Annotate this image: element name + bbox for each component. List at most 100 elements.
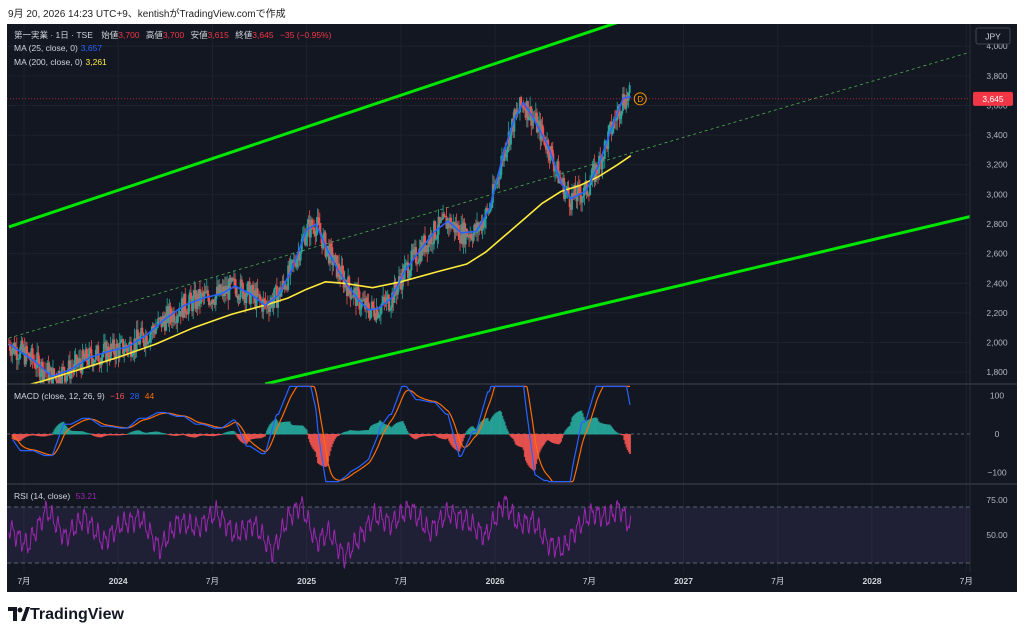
- candle-body: [245, 295, 248, 303]
- currency-badge[interactable]: [975, 27, 1011, 45]
- candle-body: [452, 221, 455, 226]
- macd-histogram-bar: [220, 434, 223, 435]
- macd-histogram-bar: [27, 434, 30, 437]
- macd-histogram-bar: [597, 421, 600, 435]
- macd-histogram-bar: [145, 432, 148, 435]
- candle-body: [250, 285, 253, 293]
- candle-body: [219, 284, 222, 295]
- macd-histogram-bar: [18, 434, 21, 442]
- time-tick-label: 2028: [863, 576, 882, 586]
- candle-body: [283, 284, 286, 290]
- candle-body: [628, 85, 631, 94]
- macd-histogram-bar: [526, 434, 529, 464]
- macd-histogram-bar: [43, 434, 46, 437]
- candle-body: [73, 360, 76, 370]
- change-value: −35 (−0.95%): [279, 30, 332, 40]
- macd-histogram-bar: [293, 425, 296, 435]
- candle-body: [103, 342, 106, 344]
- macd-histogram-bar: [97, 434, 100, 438]
- candle-body: [400, 281, 403, 290]
- macd-histogram-bar: [545, 434, 548, 442]
- macd-histogram-bar: [502, 419, 505, 435]
- macd-histogram-bar: [159, 432, 162, 435]
- candle-body: [388, 309, 391, 311]
- macd-histogram-bar: [553, 434, 556, 444]
- candle-body: [304, 233, 307, 246]
- candle-body: [580, 195, 583, 203]
- macd-histogram-bar: [44, 434, 47, 437]
- macd-histogram-bar: [622, 434, 625, 436]
- macd-histogram-bar: [141, 432, 144, 435]
- macd-histogram-bar: [500, 411, 503, 435]
- macd-histogram-bar: [205, 434, 208, 436]
- macd-histogram-bar: [402, 423, 405, 435]
- candle-body: [391, 292, 394, 308]
- candle-body: [176, 316, 179, 323]
- macd-histogram-bar: [371, 425, 374, 435]
- chart-area[interactable]: D 4,0003,8003,6003,4003,2003,0002,8002,6…: [7, 24, 1017, 592]
- macd-histogram-bar: [147, 432, 150, 435]
- macd-histogram-bar: [387, 425, 390, 435]
- candle-body: [15, 347, 18, 360]
- macd-histogram-bar: [148, 432, 151, 435]
- macd-histogram-bar: [164, 433, 167, 435]
- macd-histogram-bar: [194, 434, 197, 438]
- macd-histogram-bar: [176, 434, 179, 436]
- candle-body: [326, 245, 329, 249]
- candle-body: [508, 131, 511, 145]
- macd-histogram-bar: [39, 434, 42, 437]
- macd-histogram-bar: [201, 434, 204, 436]
- candle-body: [436, 234, 439, 239]
- candle-body: [281, 280, 284, 290]
- candle-body: [246, 283, 249, 296]
- macd-histogram-bar: [439, 434, 442, 439]
- macd-histogram-bar: [19, 434, 22, 441]
- candle-body: [152, 325, 155, 330]
- macd-histogram-bar: [269, 423, 272, 435]
- macd-histogram-bar: [72, 430, 75, 435]
- macd-histogram-bar: [117, 434, 120, 436]
- macd-histogram-bar: [366, 430, 369, 435]
- macd-histogram-bar: [601, 423, 604, 435]
- macd-histogram-bar: [547, 434, 550, 441]
- candle-body: [111, 339, 114, 349]
- candle-body: [38, 358, 41, 377]
- candle-body: [600, 157, 603, 170]
- macd-histogram-bar: [612, 428, 615, 435]
- macd-histogram-bar: [378, 421, 381, 435]
- candle-body: [215, 286, 218, 295]
- rsi-line: [8, 495, 632, 569]
- macd-histogram-bar: [452, 434, 455, 448]
- candle-body: [492, 184, 495, 190]
- candle-body: [378, 314, 381, 316]
- candle-body: [187, 302, 190, 314]
- candle-body: [295, 264, 298, 268]
- macd-histogram-bar: [87, 433, 90, 435]
- macd-histogram-bar: [29, 434, 32, 436]
- time-tick-label: 7月: [960, 576, 973, 586]
- tradingview-logo[interactable]: TradingView: [8, 606, 124, 626]
- macd-histogram-bar: [451, 434, 454, 447]
- macd-histogram-bar: [137, 430, 140, 435]
- macd-pane: [11, 385, 632, 483]
- candle-body: [497, 177, 500, 179]
- candle-body: [70, 369, 73, 379]
- candle-body: [606, 141, 609, 150]
- macd-histogram-bar: [95, 434, 98, 437]
- candle-body: [144, 334, 147, 347]
- candle-body: [278, 287, 281, 297]
- candle-body: [141, 327, 144, 334]
- macd-histogram-bar: [522, 434, 525, 451]
- macd-histogram-bar: [181, 434, 184, 436]
- candle-body: [327, 245, 330, 264]
- macd-histogram-bar: [390, 427, 393, 435]
- chart-svg[interactable]: D 4,0003,8003,6003,4003,2003,0002,8002,6…: [7, 24, 1017, 592]
- macd-histogram-bar: [240, 434, 243, 442]
- macd-histogram-bar: [306, 434, 309, 436]
- candle-body: [202, 293, 205, 297]
- ma200-label: MA (200, close, 0): [14, 57, 83, 67]
- candle-body: [394, 281, 397, 291]
- candle-body: [373, 307, 376, 317]
- macd-histogram-bar: [28, 434, 31, 436]
- macd-histogram-bar: [444, 434, 447, 440]
